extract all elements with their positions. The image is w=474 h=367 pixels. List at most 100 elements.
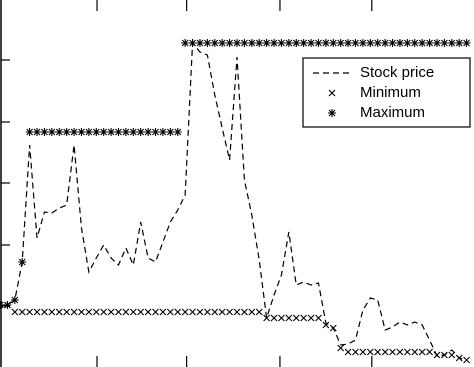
maximum-marker — [329, 39, 338, 47]
maximum-marker — [373, 39, 382, 47]
minimum-marker — [255, 308, 263, 316]
minimum-marker — [352, 348, 359, 356]
minimum-marker — [344, 348, 352, 356]
maximum-marker — [10, 296, 19, 304]
minimum-marker — [33, 308, 41, 316]
maximum-marker — [203, 39, 212, 47]
maximum-marker — [388, 39, 397, 47]
maximum-marker — [344, 39, 353, 47]
minimum-marker — [26, 308, 34, 316]
maximum-marker — [136, 128, 145, 136]
minimum-marker — [411, 348, 419, 356]
legend-label: Minimum — [360, 84, 421, 101]
maximum-marker — [99, 128, 108, 136]
minimum-marker — [455, 354, 463, 362]
minimum-marker — [85, 308, 93, 316]
maximum-marker — [418, 39, 427, 47]
minimum-marker — [300, 314, 308, 322]
maximum-marker — [195, 39, 204, 47]
minimum-marker — [196, 308, 204, 316]
minimum-marker — [374, 348, 382, 356]
minimum-marker — [92, 308, 100, 316]
maximum-marker — [181, 39, 190, 47]
legend-swatch — [328, 109, 336, 117]
minimum-marker — [226, 308, 233, 316]
maximum-marker — [144, 128, 153, 136]
minimum-marker — [248, 308, 256, 316]
maximum-marker — [247, 39, 256, 47]
maximum-marker — [166, 128, 175, 136]
minimum-marker — [166, 308, 174, 316]
maximum-marker — [210, 39, 219, 47]
maximum-marker — [55, 128, 64, 136]
maximum-marker — [255, 39, 264, 47]
minimum-marker — [366, 348, 374, 356]
minimum-marker — [78, 308, 85, 316]
maximum-marker — [440, 39, 449, 47]
minimum-marker — [396, 348, 404, 356]
maximum-marker — [307, 39, 316, 47]
minimum-marker — [174, 308, 182, 316]
maximum-marker — [121, 128, 130, 136]
minimum-marker — [307, 314, 315, 322]
minimum-marker — [403, 348, 411, 356]
minimum-marker — [122, 308, 130, 316]
minimum-marker — [152, 308, 159, 316]
maximum-marker — [314, 39, 323, 47]
maximum-marker — [225, 39, 234, 47]
minimum-marker — [278, 314, 285, 322]
minimum-marker — [315, 314, 322, 322]
minimum-marker — [107, 308, 115, 316]
maximum-marker — [233, 39, 241, 47]
maximum-marker — [284, 39, 293, 47]
maximum-marker — [151, 128, 160, 136]
maximum-marker — [462, 39, 471, 47]
minimum-marker — [159, 308, 167, 316]
maximum-marker — [77, 128, 86, 136]
minimum-marker — [100, 308, 108, 316]
minimum-marker — [137, 308, 145, 316]
minimum-marker — [203, 308, 211, 316]
maximum-marker — [270, 39, 279, 47]
maximum-marker — [18, 258, 27, 266]
maximum-marker — [129, 128, 138, 136]
maximum-marker — [25, 128, 34, 136]
maximum-marker — [173, 128, 182, 136]
legend-swatch — [328, 89, 336, 97]
maximum-marker — [3, 301, 12, 309]
maximum-marker — [277, 39, 286, 47]
maximum-marker — [62, 128, 71, 136]
minimum-marker — [241, 308, 248, 316]
minimum-marker — [433, 351, 441, 359]
maximum-marker — [92, 128, 101, 136]
maximum-marker — [218, 39, 227, 47]
minimum-marker — [270, 314, 278, 322]
maximum-marker — [395, 39, 404, 47]
minimum-marker — [426, 348, 433, 356]
maximum-marker — [299, 39, 308, 47]
minimum-marker — [359, 348, 367, 356]
minimum-marker — [322, 321, 330, 329]
minimum-marker — [129, 308, 137, 316]
minimum-marker — [381, 348, 389, 356]
maximum-marker — [425, 39, 434, 47]
maximum-marker — [403, 39, 412, 47]
minimum-marker — [337, 344, 345, 352]
minimum-marker — [115, 308, 122, 316]
maximum-marker — [70, 128, 79, 136]
maximum-marker — [351, 39, 360, 47]
minimum-marker — [181, 308, 189, 316]
minimum-marker — [263, 314, 271, 322]
minimum-marker — [144, 308, 152, 316]
maximum-marker — [158, 128, 167, 136]
maximum-marker — [321, 39, 330, 47]
minimum-marker — [463, 356, 470, 364]
minimum-marker — [11, 308, 19, 316]
maximum-marker — [114, 128, 123, 136]
maximum-marker — [33, 128, 42, 136]
legend-label: Maximum — [360, 104, 425, 121]
maximum-marker — [188, 39, 197, 47]
minimum-marker — [440, 351, 448, 359]
minimum-marker — [48, 308, 56, 316]
